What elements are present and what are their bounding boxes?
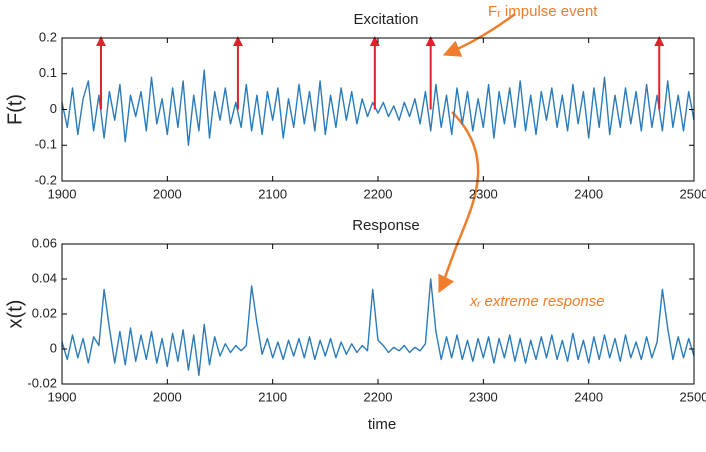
x-tick-label: 1900 bbox=[48, 186, 77, 201]
x-tick-label: 2000 bbox=[153, 389, 182, 404]
y-tick-label: -0.2 bbox=[35, 172, 57, 187]
y-tick-label: 0 bbox=[50, 340, 57, 355]
x-tick-label: 2500 bbox=[680, 186, 706, 201]
y-tick-label: 0.2 bbox=[39, 29, 57, 44]
x-tick-label: 2100 bbox=[258, 389, 287, 404]
y-tick-label: -0.02 bbox=[27, 375, 57, 390]
x-axis-label: time bbox=[368, 416, 396, 433]
signal-line bbox=[61, 278, 695, 376]
signal-line bbox=[61, 69, 695, 146]
x-tick-label: 2300 bbox=[469, 389, 498, 404]
y-tick-label: 0.1 bbox=[39, 65, 57, 80]
annotation-arrow bbox=[438, 111, 480, 294]
x-tick-label: 2400 bbox=[574, 186, 603, 201]
x-tick-label: 2300 bbox=[469, 186, 498, 201]
y-axis-label: x(t) bbox=[4, 300, 26, 329]
annotation: Fᵣ impulse event bbox=[488, 3, 598, 20]
plot-frame bbox=[61, 37, 695, 182]
y-tick-label: 0.06 bbox=[32, 235, 57, 250]
y-tick-label: 0.04 bbox=[32, 270, 57, 285]
annotation-arrow bbox=[442, 12, 516, 57]
annotation: xᵣ extreme response bbox=[469, 293, 605, 310]
x-tick-label: 2400 bbox=[574, 389, 603, 404]
x-tick-label: 2000 bbox=[153, 186, 182, 201]
y-tick-label: 0.02 bbox=[32, 305, 57, 320]
x-tick-label: 2200 bbox=[364, 186, 393, 201]
x-tick-label: 2500 bbox=[680, 389, 706, 404]
chart-title: Response bbox=[352, 217, 420, 234]
chart-title: Excitation bbox=[353, 11, 418, 28]
y-axis-label: F(t) bbox=[4, 94, 26, 125]
x-tick-label: 2100 bbox=[258, 186, 287, 201]
y-tick-label: -0.1 bbox=[35, 137, 57, 152]
y-tick-label: 0 bbox=[50, 101, 57, 116]
x-tick-label: 2200 bbox=[364, 389, 393, 404]
x-tick-label: 1900 bbox=[48, 389, 77, 404]
